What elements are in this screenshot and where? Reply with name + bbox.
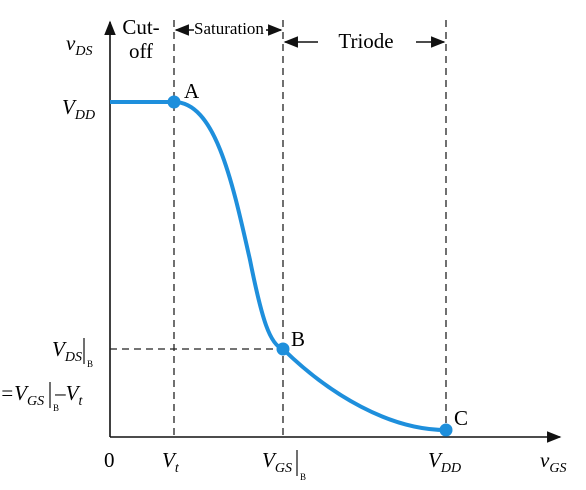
label-part: v xyxy=(540,448,550,472)
x-axis-label: vGS xyxy=(540,448,566,476)
origin-label: 0 xyxy=(104,448,115,472)
region-label: off xyxy=(129,39,153,63)
label-part: V xyxy=(52,337,67,361)
label-part: GS xyxy=(549,461,566,476)
y-label: VDS xyxy=(52,337,82,365)
point-label: C xyxy=(454,406,468,430)
label-part: B xyxy=(300,472,306,482)
point-c xyxy=(439,423,453,437)
point-b xyxy=(276,342,290,356)
label-part: GS xyxy=(275,461,292,476)
label-part: GS xyxy=(27,394,44,409)
label-part: DS xyxy=(64,350,82,365)
x-label: VDD xyxy=(428,448,461,476)
region-label: Triode xyxy=(338,29,393,53)
y-label: VDD xyxy=(62,95,95,123)
label-part: V xyxy=(428,448,443,472)
label-part: DS xyxy=(74,44,92,59)
label-part: DD xyxy=(440,461,461,476)
label-part: t xyxy=(175,461,180,476)
label-part: V xyxy=(262,448,277,472)
label-part: V xyxy=(162,448,177,472)
region-label: Saturation xyxy=(194,19,264,38)
region-label: Cut- xyxy=(122,15,159,39)
y-axis-label: vDS xyxy=(66,31,92,59)
label-part: t xyxy=(78,394,83,409)
label-part: v xyxy=(66,31,76,55)
label-part: V xyxy=(62,95,77,119)
point-label: B xyxy=(291,327,305,351)
label-part: –V xyxy=(54,381,81,405)
point-a xyxy=(167,95,181,109)
x-label: Vt xyxy=(162,448,180,476)
point-label: A xyxy=(184,79,200,103)
label-part: B xyxy=(53,403,59,413)
x-label: VGS xyxy=(262,448,292,476)
label-part: B xyxy=(87,359,93,369)
y-label: =VGS –Vt xyxy=(0,381,83,409)
transfer-curve xyxy=(110,100,447,432)
label-part: DD xyxy=(74,108,95,123)
label-part: =V xyxy=(0,381,29,405)
